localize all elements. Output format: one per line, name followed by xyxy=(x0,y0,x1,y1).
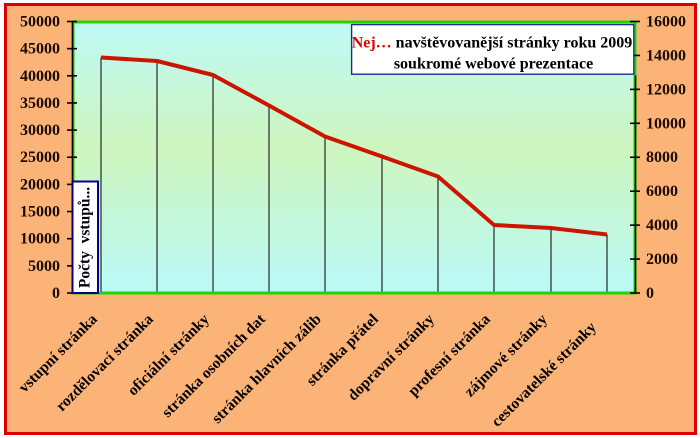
svg-text:16000: 16000 xyxy=(646,14,686,31)
svg-text:14000: 14000 xyxy=(646,47,686,64)
svg-text:25000: 25000 xyxy=(20,149,60,166)
svg-text:0: 0 xyxy=(646,285,654,302)
svg-text:10000: 10000 xyxy=(646,115,686,132)
svg-text:Počty vstupů...: Počty vstupů... xyxy=(77,187,94,288)
svg-text:10000: 10000 xyxy=(20,231,60,248)
svg-text:35000: 35000 xyxy=(20,95,60,112)
svg-text:2000: 2000 xyxy=(646,251,678,268)
svg-text:0: 0 xyxy=(52,285,60,302)
svg-text:Nej… navštěvovanější stránky r: Nej… navštěvovanější stránky roku 2009 xyxy=(352,34,633,51)
svg-text:6000: 6000 xyxy=(646,183,678,200)
svg-text:soukromé webové prezentace: soukromé webové prezentace xyxy=(394,56,593,73)
svg-text:4000: 4000 xyxy=(646,217,678,234)
svg-text:45000: 45000 xyxy=(20,41,60,58)
svg-text:40000: 40000 xyxy=(20,68,60,85)
svg-text:50000: 50000 xyxy=(20,14,60,31)
svg-text:12000: 12000 xyxy=(646,81,686,98)
svg-text:30000: 30000 xyxy=(20,122,60,139)
svg-text:15000: 15000 xyxy=(20,204,60,221)
svg-text:8000: 8000 xyxy=(646,149,678,166)
svg-text:5000: 5000 xyxy=(28,258,60,275)
svg-text:20000: 20000 xyxy=(20,176,60,193)
